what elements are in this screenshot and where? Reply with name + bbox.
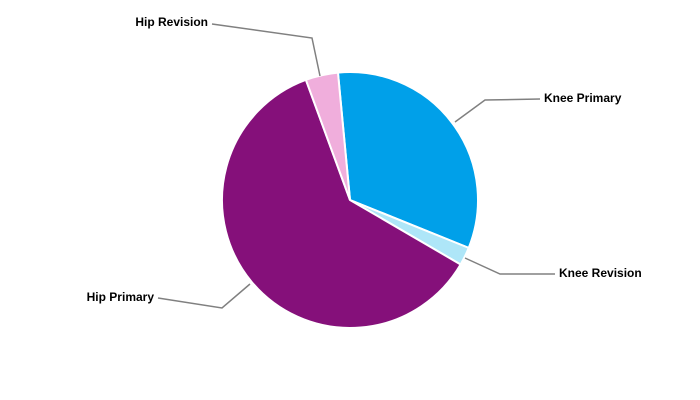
pie-slice (221, 78, 462, 329)
slice-label: Hip Revision (135, 15, 208, 29)
leader-line (464, 257, 555, 275)
leader-line (211, 23, 321, 77)
slice-label: Hip Primary (87, 290, 155, 304)
pie-slice (304, 71, 351, 201)
slice-label: Knee Primary (544, 91, 622, 105)
slice-label: Knee Revision (559, 266, 642, 280)
leader-line (157, 283, 251, 309)
pie-slice (336, 71, 479, 250)
leader-line (454, 98, 541, 123)
